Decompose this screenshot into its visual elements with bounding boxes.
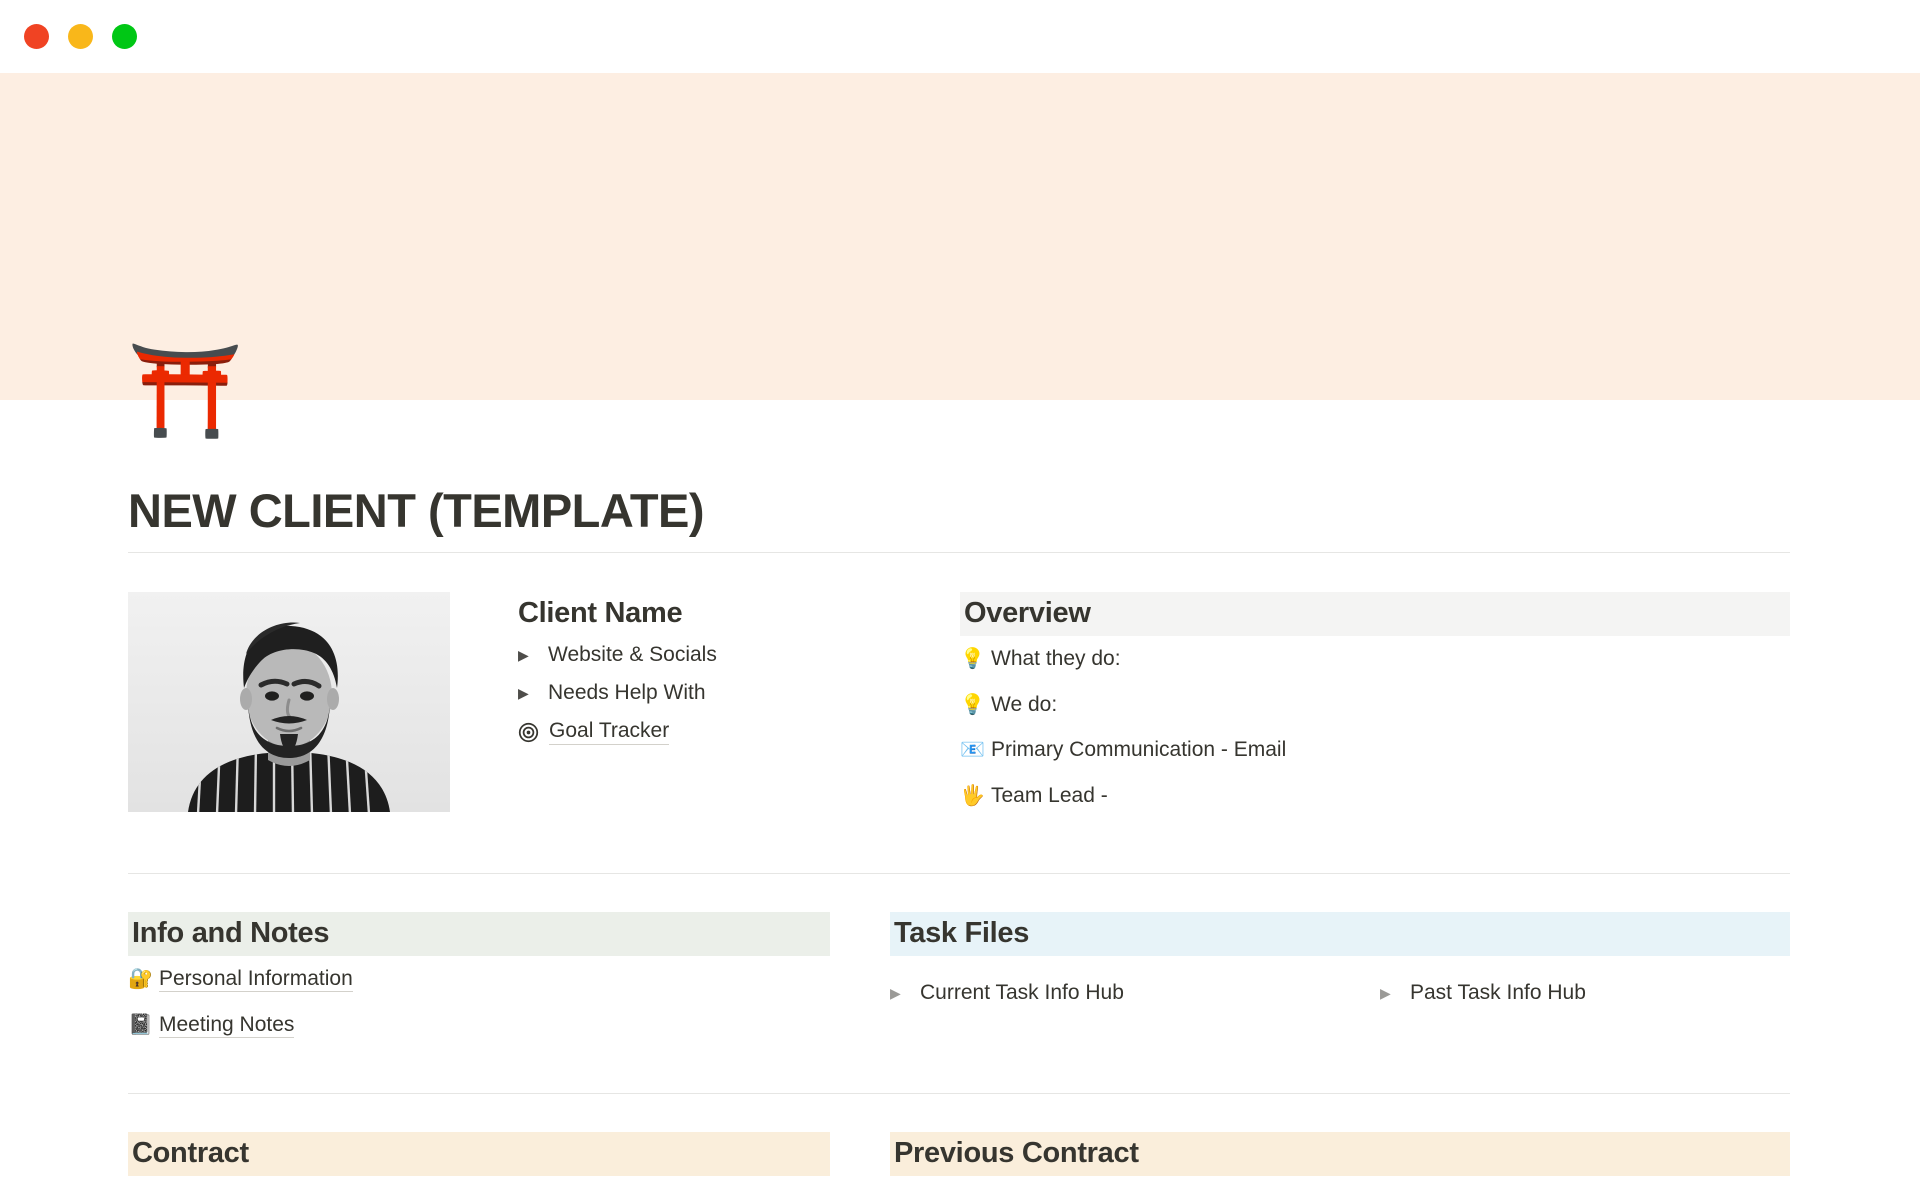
notebook-icon: 📓 bbox=[128, 1013, 153, 1036]
close-window-button[interactable] bbox=[24, 24, 49, 49]
overview-item-we-do[interactable]: 💡 We do: bbox=[960, 682, 1790, 728]
client-name-heading[interactable]: Client Name bbox=[518, 597, 683, 629]
page-link-label[interactable]: Meeting Notes bbox=[159, 1012, 295, 1038]
overview-column: Overview 💡 What they do: 💡 We do: 📧 Prim… bbox=[898, 592, 1790, 818]
raised-hand-icon: 🖐 bbox=[960, 784, 985, 807]
info-and-task-block: Info and Notes 🔐 Personal Information 📓 … bbox=[128, 912, 1790, 1047]
toggle-needs-help-with[interactable]: ▶ Needs Help With bbox=[518, 674, 898, 712]
toggle-label: Needs Help With bbox=[548, 681, 706, 705]
toggle-past-task-info-hub[interactable]: ▶ Past Task Info Hub bbox=[1380, 974, 1790, 1012]
email-icon: 📧 bbox=[960, 739, 985, 762]
window-titlebar bbox=[0, 0, 1920, 73]
lock-icon: 🔐 bbox=[128, 968, 153, 991]
overview-item-what-they-do[interactable]: 💡 What they do: bbox=[960, 636, 1790, 682]
toggle-label: Past Task Info Hub bbox=[1410, 981, 1586, 1005]
page-cover-image[interactable] bbox=[0, 73, 1920, 400]
page-link-goal-tracker[interactable]: Goal Tracker bbox=[518, 712, 898, 752]
page-title[interactable]: NEW CLIENT (TEMPLATE) bbox=[128, 484, 705, 537]
toggle-label: Website & Socials bbox=[548, 643, 717, 667]
overview-item-label: What they do: bbox=[991, 647, 1121, 671]
task-files-subcolumns: ▶ Current Task Info Hub ▶ Past Task Info… bbox=[890, 956, 1790, 1012]
page-link-meeting-notes[interactable]: 📓 Meeting Notes bbox=[128, 1002, 830, 1048]
minimize-window-button[interactable] bbox=[68, 24, 93, 49]
info-notes-column: Info and Notes 🔐 Personal Information 📓 … bbox=[128, 912, 830, 1047]
divider bbox=[128, 1093, 1790, 1094]
page-link-label[interactable]: Goal Tracker bbox=[549, 719, 670, 746]
task-files-current-column: ▶ Current Task Info Hub bbox=[890, 974, 1380, 1012]
zoom-window-button[interactable] bbox=[112, 24, 137, 49]
overview-item-label: We do: bbox=[991, 692, 1058, 716]
chevron-right-icon[interactable]: ▶ bbox=[518, 685, 529, 702]
overview-item-primary-communication[interactable]: 📧 Primary Communication - Email bbox=[960, 727, 1790, 773]
task-files-column: Task Files ▶ Current Task Info Hub ▶ Pas… bbox=[830, 912, 1790, 1047]
lightbulb-icon: 💡 bbox=[960, 693, 985, 716]
divider bbox=[128, 873, 1790, 874]
contracts-block: Contract Previous Contract bbox=[128, 1132, 1790, 1200]
target-icon bbox=[518, 722, 549, 743]
chevron-right-icon[interactable]: ▶ bbox=[890, 985, 901, 1002]
traffic-lights bbox=[24, 24, 137, 49]
previous-contract-column: Previous Contract bbox=[830, 1132, 1790, 1200]
task-files-past-column: ▶ Past Task Info Hub bbox=[1380, 974, 1790, 1012]
profile-block: Client Name ▶ Website & Socials ▶ Needs … bbox=[128, 592, 1790, 818]
page-body: ⛩️ NEW CLIENT (TEMPLATE) bbox=[0, 345, 1920, 1200]
client-portrait-photo[interactable] bbox=[128, 592, 450, 812]
chevron-right-icon[interactable]: ▶ bbox=[1380, 985, 1391, 1002]
divider bbox=[128, 552, 1790, 553]
previous-contract-heading[interactable]: Previous Contract bbox=[890, 1132, 1790, 1177]
chevron-right-icon[interactable]: ▶ bbox=[518, 647, 529, 664]
toggle-website-and-socials[interactable]: ▶ Website & Socials bbox=[518, 636, 898, 674]
client-column: Client Name ▶ Website & Socials ▶ Needs … bbox=[458, 592, 898, 818]
page-link-personal-information[interactable]: 🔐 Personal Information bbox=[128, 956, 830, 1002]
contract-column: Contract bbox=[128, 1132, 830, 1200]
overview-heading[interactable]: Overview bbox=[960, 592, 1790, 637]
toggle-label: Current Task Info Hub bbox=[920, 981, 1124, 1005]
toggle-current-task-info-hub[interactable]: ▶ Current Task Info Hub bbox=[890, 974, 1380, 1012]
overview-item-label: Primary Communication - Email bbox=[991, 738, 1287, 762]
photo-column bbox=[128, 592, 458, 818]
contract-heading[interactable]: Contract bbox=[128, 1132, 830, 1177]
info-and-notes-heading[interactable]: Info and Notes bbox=[128, 912, 830, 957]
task-files-heading[interactable]: Task Files bbox=[890, 912, 1790, 957]
overview-item-team-lead[interactable]: 🖐 Team Lead - bbox=[960, 773, 1790, 819]
overview-item-label: Team Lead - bbox=[991, 783, 1108, 807]
lightbulb-icon: 💡 bbox=[960, 648, 985, 671]
torii-gate-icon[interactable]: ⛩️ bbox=[128, 340, 243, 442]
page-link-label[interactable]: Personal Information bbox=[159, 967, 353, 993]
